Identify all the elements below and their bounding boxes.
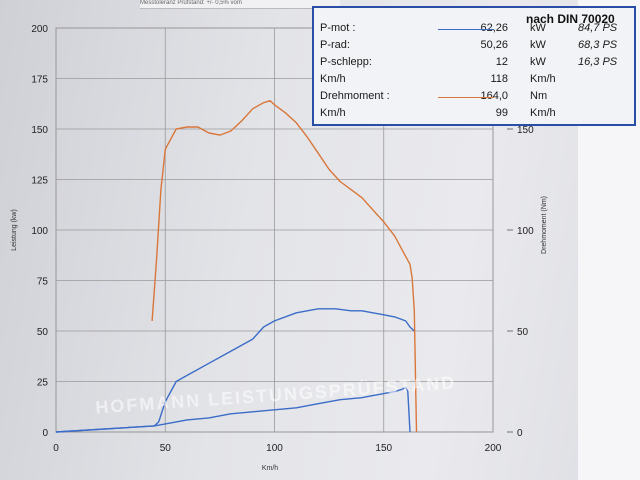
legend-ps: 16,3 PS: [578, 56, 618, 68]
y-tick-label-left: 75: [37, 277, 49, 288]
legend-unit: Km/h: [530, 73, 556, 85]
legend-swatch: [438, 97, 494, 98]
y-tick-label-left: 200: [31, 24, 48, 35]
legend-label: P-schlepp:: [320, 56, 372, 68]
legend-unit: kW: [530, 22, 546, 34]
x-tick-label: 100: [266, 443, 283, 454]
x-tick-label: 200: [485, 443, 502, 454]
y-tick-label-right: 50: [517, 327, 529, 338]
series-group: [55, 99, 418, 433]
legend-row: Drehmoment : 164,0 Nm: [320, 90, 636, 106]
series-line-p-mot: [55, 308, 415, 433]
y-tick-label-left: 100: [31, 226, 48, 237]
legend-value: 50,26: [480, 39, 508, 51]
legend-ps: 68,3 PS: [578, 39, 618, 51]
y-tick-label-right: 0: [517, 428, 523, 439]
y-tick-label-right: 150: [517, 125, 534, 136]
y-tick-label-left: 175: [31, 75, 48, 86]
legend-value: 12: [495, 56, 508, 68]
legend-unit: Nm: [530, 90, 548, 102]
legend-label: P-mot :: [320, 22, 356, 34]
y-tick-label-left: 150: [31, 125, 48, 136]
x-tick-label: 150: [375, 443, 392, 454]
legend-swatch: [438, 29, 494, 30]
legend-label: P-rad:: [320, 39, 350, 51]
legend-row: P-rad: 50,26 kW 68,3 PS: [320, 39, 636, 55]
y-tick-label-left: 50: [37, 327, 49, 338]
legend-label: Drehmoment :: [320, 90, 390, 102]
legend-value: 99: [495, 107, 508, 119]
legend-ps: 84,7 PS: [578, 22, 618, 34]
x-axis-label: Km/h: [262, 465, 278, 472]
legend-title: nach DIN 70020: [526, 12, 615, 26]
y-tick-label-left: 25: [37, 378, 49, 389]
series-line-drehmoment: [151, 99, 418, 433]
legend-row: Km/h 118 Km/h: [320, 73, 636, 89]
series-line-p-schlepp: [55, 386, 411, 433]
y-tick-label-right: 100: [517, 226, 534, 237]
x-tick-label: 0: [53, 443, 59, 454]
y-axis-label-right: Drehmoment (Nm): [541, 196, 548, 254]
y-tick-label-left: 125: [31, 176, 48, 187]
legend-unit: kW: [530, 39, 546, 51]
legend-row: P-schlepp: 12 kW 16,3 PS: [320, 56, 636, 72]
legend-box: nach DIN 70020 P-mot : 62,26 kW 84,7 PS P-ra…: [312, 6, 636, 126]
y-axis-label-left: Leistung (kw): [11, 209, 18, 251]
legend-value: 164,0: [480, 90, 508, 102]
legend-unit: kW: [530, 56, 546, 68]
legend-label: Km/h: [320, 73, 346, 85]
legend-unit: Km/h: [530, 107, 556, 119]
legend-value: 118: [490, 73, 508, 85]
legend-value: 62,26: [480, 22, 508, 34]
legend-label: Km/h: [320, 107, 346, 119]
legend-row: P-mot : 62,26 kW 84,7 PS: [320, 22, 636, 38]
legend-row: Km/h 99 Km/h: [320, 107, 636, 123]
tick-labels: 0 50 100 150 200 0 25 50 75 100 125 150 175 200 0 50 100…: [31, 24, 534, 454]
x-tick-label: 50: [160, 443, 172, 454]
header-strip: Messtoleranz Prüfstand: +/- 0,5% vom: [140, 0, 340, 9]
y-tick-label-left: 0: [42, 428, 48, 439]
